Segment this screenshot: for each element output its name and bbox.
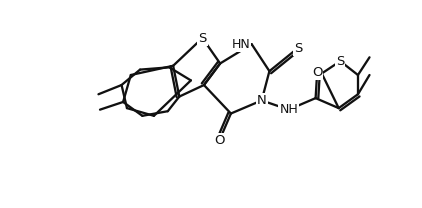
- Text: HN: HN: [231, 38, 250, 51]
- Text: O: O: [214, 134, 225, 147]
- Text: S: S: [294, 42, 302, 54]
- Text: S: S: [336, 55, 344, 68]
- Text: N: N: [257, 94, 267, 107]
- Text: S: S: [198, 32, 207, 45]
- Text: O: O: [312, 66, 322, 79]
- Text: NH: NH: [279, 103, 298, 116]
